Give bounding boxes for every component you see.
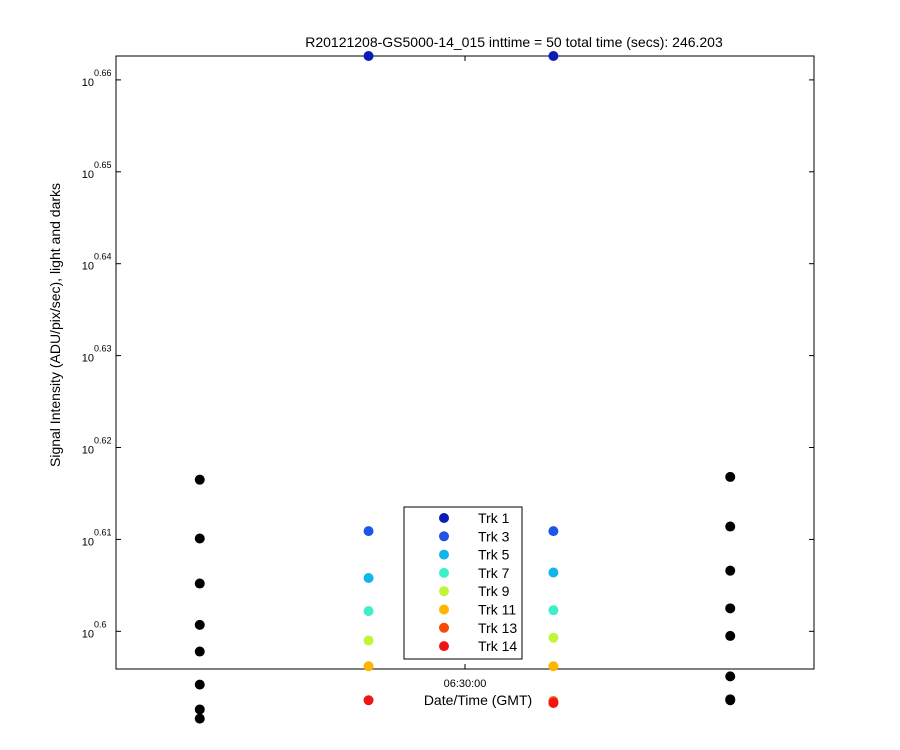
dark-point [194, 474, 205, 485]
y-tick-exponent: 0.62 [94, 436, 112, 446]
data-point [548, 661, 559, 672]
dark-point [194, 646, 205, 657]
data-point [363, 606, 374, 617]
y-tick-exponent: 0.61 [94, 527, 112, 537]
legend: Trk 1 Trk 3 Trk 5 Trk 7 Trk 9 Trk 11 Trk 13 Trk… [403, 506, 523, 660]
x-axis-title: Date/Time (GMT) [424, 692, 532, 708]
legend-label: Trk 13 [478, 620, 517, 636]
dark-point [194, 713, 205, 724]
dark-point [725, 603, 736, 614]
legend-box [403, 506, 523, 660]
y-tick-exponent: 0.64 [94, 252, 112, 262]
y-tick-exponent: 0.6 [94, 619, 107, 629]
y-tick-base: 10 [82, 445, 94, 457]
dark-point [194, 619, 205, 630]
legend-marker [439, 513, 449, 523]
chart-title: R20121208-GS5000-14_015 inttime = 50 tot… [305, 34, 723, 50]
legend-label: Trk 3 [478, 528, 510, 544]
dark-point [725, 671, 736, 682]
data-point [363, 661, 374, 672]
data-point [363, 695, 374, 706]
legend-marker [439, 567, 449, 578]
y-tick-base: 10 [82, 261, 94, 273]
data-point [548, 698, 559, 709]
data-point [548, 51, 559, 61]
legend-marker [439, 586, 449, 597]
dark-point [725, 521, 736, 532]
data-point [363, 526, 374, 537]
x-tick-label: 06:30:00 [444, 678, 487, 690]
y-tick-base: 10 [82, 536, 94, 548]
legend-marker [439, 622, 449, 633]
dark-point [194, 704, 205, 715]
dark-point [725, 471, 736, 482]
dark-point [725, 565, 736, 576]
legend-marker [439, 531, 449, 542]
legend-marker [439, 549, 449, 560]
legend-label: Trk 11 [478, 602, 516, 618]
data-point [548, 605, 559, 616]
dark-point [194, 578, 205, 589]
data-point [363, 635, 374, 646]
y-tick-base: 10 [82, 169, 94, 181]
data-point [548, 567, 559, 578]
dark-point [194, 533, 205, 544]
data-point [363, 573, 374, 584]
y-axis-title: Signal Intensity (ADU/pix/sec), light an… [47, 183, 63, 467]
y-tick-base: 10 [82, 353, 94, 365]
legend-label: Trk 5 [478, 547, 510, 563]
legend-label: Trk 1 [478, 510, 510, 526]
legend-marker [439, 641, 449, 652]
y-tick-exponent: 0.66 [94, 68, 112, 78]
legend-label: Trk 7 [478, 565, 510, 581]
legend-label: Trk 9 [478, 583, 510, 599]
dark-point [725, 695, 736, 706]
data-point [363, 51, 374, 61]
legend-label: Trk 14 [478, 638, 517, 654]
dark-point [194, 679, 205, 690]
data-points [194, 51, 736, 724]
y-axis: 100.66100.65100.64100.63100.62100.61100.… [82, 68, 814, 640]
y-tick-exponent: 0.63 [94, 344, 112, 354]
legend-marker [439, 604, 449, 615]
y-tick-base: 10 [82, 77, 94, 89]
y-tick-base: 10 [82, 628, 94, 640]
y-tick-exponent: 0.65 [94, 160, 112, 170]
x-axis: 06:30:00 [444, 56, 487, 690]
dark-point [725, 630, 736, 641]
data-point [548, 526, 559, 537]
data-point [548, 632, 559, 643]
